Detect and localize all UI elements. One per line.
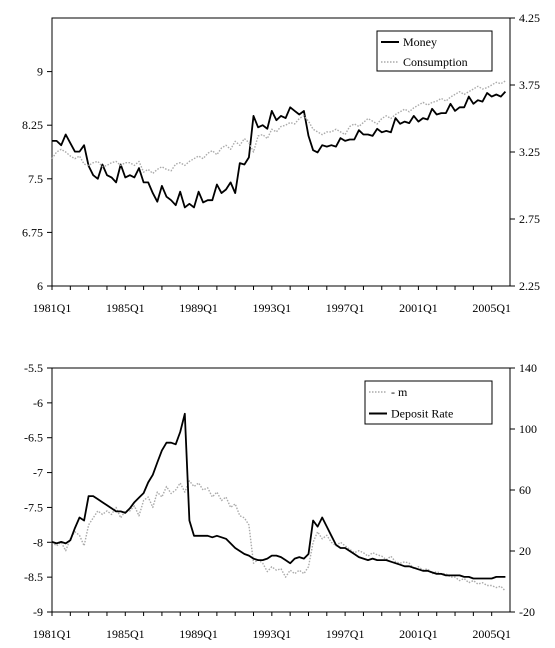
series-line-money (52, 90, 507, 209)
legend: - m Deposit Rate (364, 380, 493, 425)
right-axis-tick-label: -20 (519, 605, 535, 619)
x-axis-tick-label: 1981Q1 (33, 627, 72, 641)
legend: Money Consumption (376, 30, 493, 72)
right-axis-tick-label: 140 (519, 361, 537, 375)
chart-m-deposit-rate: -9 -8.5 -8 -7.5 -7 -6.5 -6 -5.5 -20 20 60 100 140 198… (24, 361, 537, 641)
x-axis-tick-label: 2005Q1 (472, 627, 511, 641)
right-axis-tick-label: 2.25 (519, 279, 540, 293)
legend-box (364, 380, 493, 425)
right-axis-tick-label: 3.75 (519, 78, 540, 92)
left-axis-tick-label: -8 (33, 535, 43, 549)
legend-label: - m (391, 385, 408, 399)
x-axis-tick-label: 1997Q1 (326, 301, 365, 315)
left-axis-tick-label: 7.5 (28, 172, 43, 186)
left-axis-tick-label: 6 (37, 279, 43, 293)
left-axis-tick-label: 9 (37, 65, 43, 79)
series-line-deposit-rate (51, 412, 506, 580)
x-axis-tick-label: 1993Q1 (253, 627, 292, 641)
x-axis-tick-label: 1985Q1 (106, 301, 145, 315)
legend-box (376, 30, 493, 72)
right-axis-tick-label: 3.25 (519, 145, 540, 159)
right-axis-tick-label: 2.75 (519, 212, 540, 226)
left-axis-tick-label: -8.5 (24, 570, 43, 584)
x-axis-tick-label: 1981Q1 (33, 301, 72, 315)
x-axis-tick-label: 1997Q1 (326, 627, 365, 641)
legend-label: Money (403, 35, 437, 49)
left-axis-tick-label: -6 (33, 396, 43, 410)
x-axis-tick-label: 1985Q1 (106, 627, 145, 641)
left-axis-tick-label: -6.5 (24, 431, 43, 445)
left-axis-tick-label: 8.25 (22, 118, 43, 132)
x-axis-tick-label: 2001Q1 (399, 627, 438, 641)
right-axis-tick-label: 100 (519, 422, 537, 436)
legend-label: Consumption (403, 55, 468, 69)
x-axis-tick-label: 1993Q1 (253, 301, 292, 315)
x-axis-tick-label: 1989Q1 (179, 627, 218, 641)
left-axis-tick-label: -9 (33, 605, 43, 619)
x-axis-tick-label: 2005Q1 (472, 301, 511, 315)
left-axis-tick-label: -7.5 (24, 500, 43, 514)
right-axis-tick-label: 4.25 (519, 11, 540, 25)
legend-label: Deposit Rate (391, 407, 453, 421)
left-axis-tick-label: -7 (33, 466, 43, 480)
left-axis-tick-label: -5.5 (24, 361, 43, 375)
right-axis-tick-label: 60 (519, 483, 531, 497)
right-axis-tick-label: 20 (519, 544, 531, 558)
x-axis-tick-label: 2001Q1 (399, 301, 438, 315)
chart-money-consumption: 6 6.75 7.5 8.25 9 2.25 2.75 3.25 3.75 4.25 1981Q1 1… (22, 11, 540, 315)
left-axis-tick-label: 6.75 (22, 225, 43, 239)
x-axis-tick-label: 1989Q1 (179, 301, 218, 315)
series-line-consumption (51, 80, 506, 175)
